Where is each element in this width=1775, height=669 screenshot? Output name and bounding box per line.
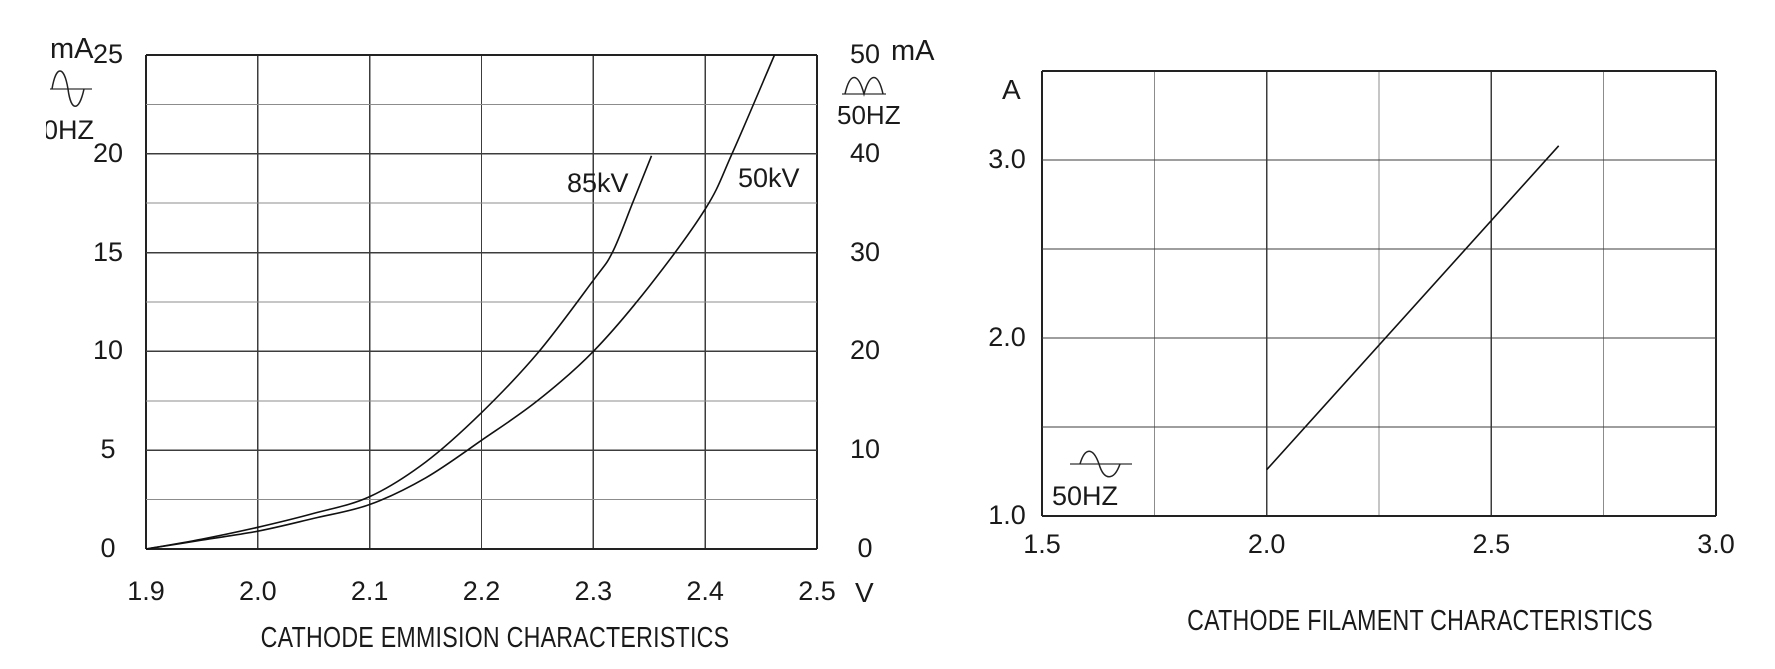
waveform-path bbox=[1079, 450, 1121, 478]
series-curve-filament bbox=[1266, 145, 1560, 471]
emission-x-axis-unit: V bbox=[855, 577, 874, 608]
x-tick-label: 2.3 bbox=[574, 576, 613, 606]
x-tick-label: 2.2 bbox=[462, 576, 501, 606]
x-tick-label: 2.5 bbox=[1472, 529, 1511, 559]
filament-chart-title: CATHODE FILAMENT CHARACTERISTICS bbox=[1187, 605, 1653, 637]
x-tick-label: 1.9 bbox=[127, 576, 165, 606]
y-tick-label: 15 bbox=[92, 236, 124, 267]
frequency-label: 50HZ bbox=[46, 116, 95, 144]
emission-chart-plot bbox=[145, 54, 818, 550]
x-tick-label: 2.1 bbox=[350, 576, 389, 606]
emission-right-waveform-frequency: 50HZ bbox=[837, 100, 901, 130]
emission-chart-title: CATHODE EMMISION CHARACTERISTICS bbox=[260, 622, 730, 654]
curve-label-50kv: 50kV bbox=[738, 163, 800, 193]
sine-wave-icon bbox=[50, 70, 92, 107]
waveform-path bbox=[844, 76, 884, 97]
emission-left-axis-unit: mA bbox=[50, 33, 94, 65]
right-y-tick-label: 30 bbox=[849, 236, 881, 267]
y-tick-label: 1.0 bbox=[988, 500, 1026, 531]
right-y-tick-label: 10 bbox=[849, 434, 881, 465]
y-tick-label: 20 bbox=[92, 137, 124, 168]
y-tick-label: 0 bbox=[100, 533, 116, 564]
y-tick-label: 25 bbox=[92, 39, 124, 70]
y-tick-label: 10 bbox=[92, 335, 124, 366]
x-tick-label: 2.0 bbox=[239, 576, 277, 606]
y-tick-label: 5 bbox=[100, 434, 116, 465]
right-y-tick-label: 0 bbox=[857, 533, 873, 564]
full-wave-rectified-icon bbox=[842, 76, 886, 97]
x-tick-label: 1.5 bbox=[1023, 529, 1061, 559]
right-y-tick-label: 50 bbox=[849, 39, 881, 70]
series-curve-50kV bbox=[145, 54, 776, 550]
y-tick-label: 3.0 bbox=[988, 144, 1026, 175]
waveform-path bbox=[51, 70, 85, 107]
filament-chart-plot bbox=[1041, 70, 1717, 517]
curve-label-85kv: 85kV bbox=[567, 168, 629, 198]
filament-waveform-frequency: 50HZ bbox=[1052, 481, 1119, 511]
x-tick-label: 2.4 bbox=[686, 576, 724, 606]
right-y-tick-label: 20 bbox=[849, 335, 881, 366]
x-tick-label: 3.0 bbox=[1697, 529, 1735, 559]
series-curve-85kV bbox=[145, 155, 653, 550]
y-tick-label: 2.0 bbox=[988, 322, 1026, 353]
x-tick-label: 2.5 bbox=[798, 576, 836, 606]
emission-right-axis-unit: mA bbox=[891, 35, 935, 67]
filament-y-axis-unit: A bbox=[1002, 74, 1021, 105]
emission-left-waveform-frequency: 50HZ bbox=[46, 116, 96, 144]
x-tick-label: 2.0 bbox=[1247, 529, 1286, 559]
right-y-tick-label: 40 bbox=[849, 137, 881, 168]
sine-wave-icon bbox=[1070, 450, 1132, 478]
